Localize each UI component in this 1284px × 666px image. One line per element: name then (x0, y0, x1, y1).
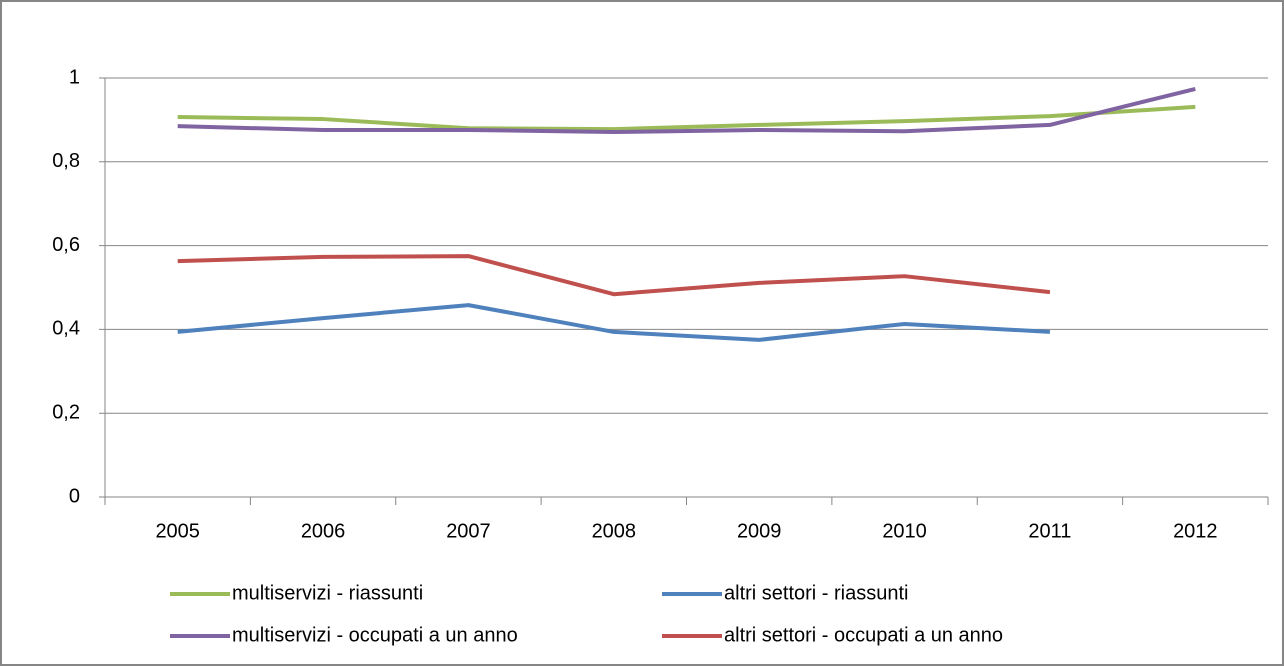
y-tick-label: 0,6 (52, 234, 80, 256)
x-tick-label: 2006 (301, 520, 346, 542)
legend-label: multiservizi - occupati a un anno (232, 624, 518, 646)
legend-label: multiservizi - riassunti (232, 582, 423, 604)
y-tick-label: 0,8 (52, 150, 80, 172)
legend-label: altri settori - occupati a un anno (724, 624, 1003, 646)
y-tick-label: 0,2 (52, 401, 80, 423)
series-line (177, 86, 1196, 135)
series-line (177, 104, 1196, 132)
y-tick-label: 0,4 (52, 318, 80, 340)
y-tick-label: 0 (69, 485, 80, 507)
series-line (177, 254, 1051, 297)
x-tick-label: 2011 (1028, 520, 1071, 542)
x-tick-label: 2012 (1173, 520, 1218, 542)
series-line (177, 303, 1051, 342)
x-tick-label: 2008 (592, 520, 637, 542)
y-tick-label: 1 (69, 66, 80, 88)
x-tick-label: 2009 (737, 520, 782, 542)
x-tick-label: 2007 (446, 520, 491, 542)
x-tick-label: 2005 (155, 520, 200, 542)
x-tick-label: 2010 (882, 520, 927, 542)
legend-label: altri settori - riassunti (724, 582, 909, 604)
